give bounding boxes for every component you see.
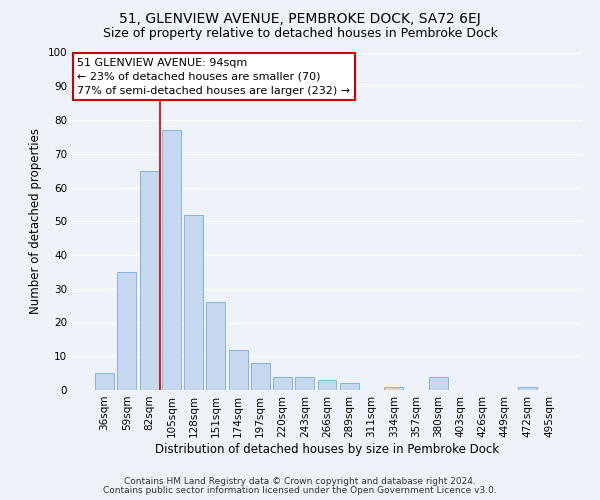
Bar bbox=[384, 386, 403, 390]
Bar bbox=[184, 214, 203, 390]
Bar bbox=[229, 350, 248, 390]
Bar bbox=[340, 383, 359, 390]
Text: Contains HM Land Registry data © Crown copyright and database right 2024.: Contains HM Land Registry data © Crown c… bbox=[124, 477, 476, 486]
Bar bbox=[518, 386, 536, 390]
Bar bbox=[206, 302, 225, 390]
Text: 51 GLENVIEW AVENUE: 94sqm
← 23% of detached houses are smaller (70)
77% of semi-: 51 GLENVIEW AVENUE: 94sqm ← 23% of detac… bbox=[77, 58, 350, 96]
Bar bbox=[273, 376, 292, 390]
Bar bbox=[295, 376, 314, 390]
Bar bbox=[140, 170, 158, 390]
Bar bbox=[118, 272, 136, 390]
Bar bbox=[95, 373, 114, 390]
Text: Size of property relative to detached houses in Pembroke Dock: Size of property relative to detached ho… bbox=[103, 28, 497, 40]
Y-axis label: Number of detached properties: Number of detached properties bbox=[29, 128, 42, 314]
Text: Contains public sector information licensed under the Open Government Licence v3: Contains public sector information licen… bbox=[103, 486, 497, 495]
Text: 51, GLENVIEW AVENUE, PEMBROKE DOCK, SA72 6EJ: 51, GLENVIEW AVENUE, PEMBROKE DOCK, SA72… bbox=[119, 12, 481, 26]
X-axis label: Distribution of detached houses by size in Pembroke Dock: Distribution of detached houses by size … bbox=[155, 442, 499, 456]
Bar bbox=[429, 376, 448, 390]
Bar bbox=[317, 380, 337, 390]
Bar bbox=[251, 363, 270, 390]
Bar bbox=[162, 130, 181, 390]
